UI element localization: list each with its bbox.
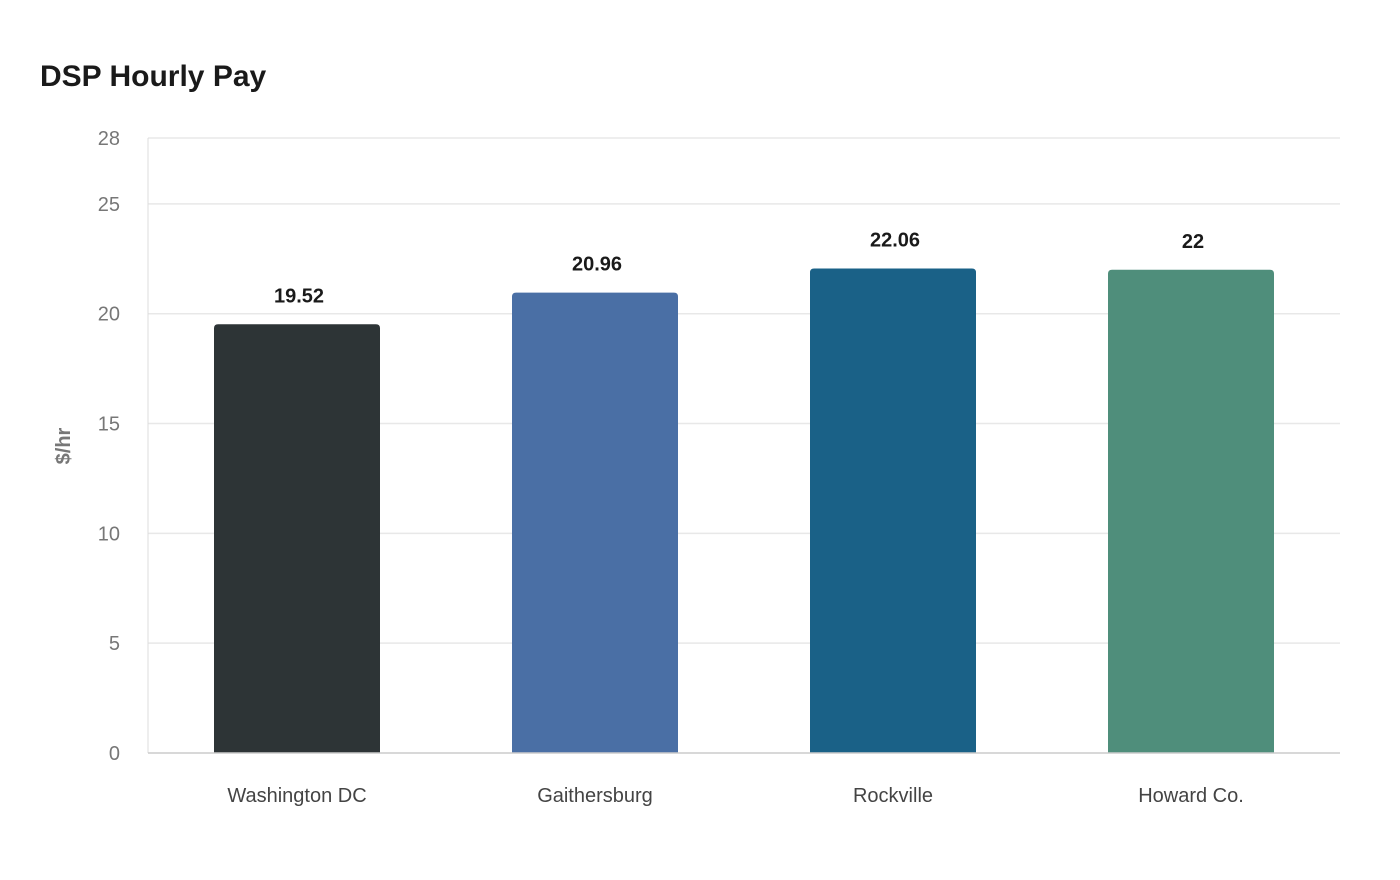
bar xyxy=(512,292,678,753)
bar xyxy=(810,268,976,753)
bar xyxy=(1108,269,1274,753)
y-tick-label: 0 xyxy=(109,743,120,765)
data-label: 20.96 xyxy=(572,254,622,276)
y-tick-label: 5 xyxy=(109,633,120,655)
x-tick-label: Rockville xyxy=(853,785,933,807)
data-label: 19.52 xyxy=(274,285,324,307)
y-tick-label: 10 xyxy=(98,523,120,545)
chart-title: DSP Hourly Pay xyxy=(40,60,267,93)
y-tick-label: 20 xyxy=(98,304,120,326)
y-tick-label: 28 xyxy=(98,128,120,150)
x-tick-label: Howard Co. xyxy=(1138,785,1244,807)
x-tick-label: Washington DC xyxy=(227,785,366,807)
y-axis-label: $/hr xyxy=(53,427,75,464)
data-label: 22 xyxy=(1182,231,1204,253)
data-label: 22.06 xyxy=(870,229,920,251)
y-tick-label: 25 xyxy=(98,194,120,216)
x-tick-label: Gaithersburg xyxy=(537,785,653,807)
y-tick-label: 15 xyxy=(98,414,120,436)
bar xyxy=(214,324,380,753)
